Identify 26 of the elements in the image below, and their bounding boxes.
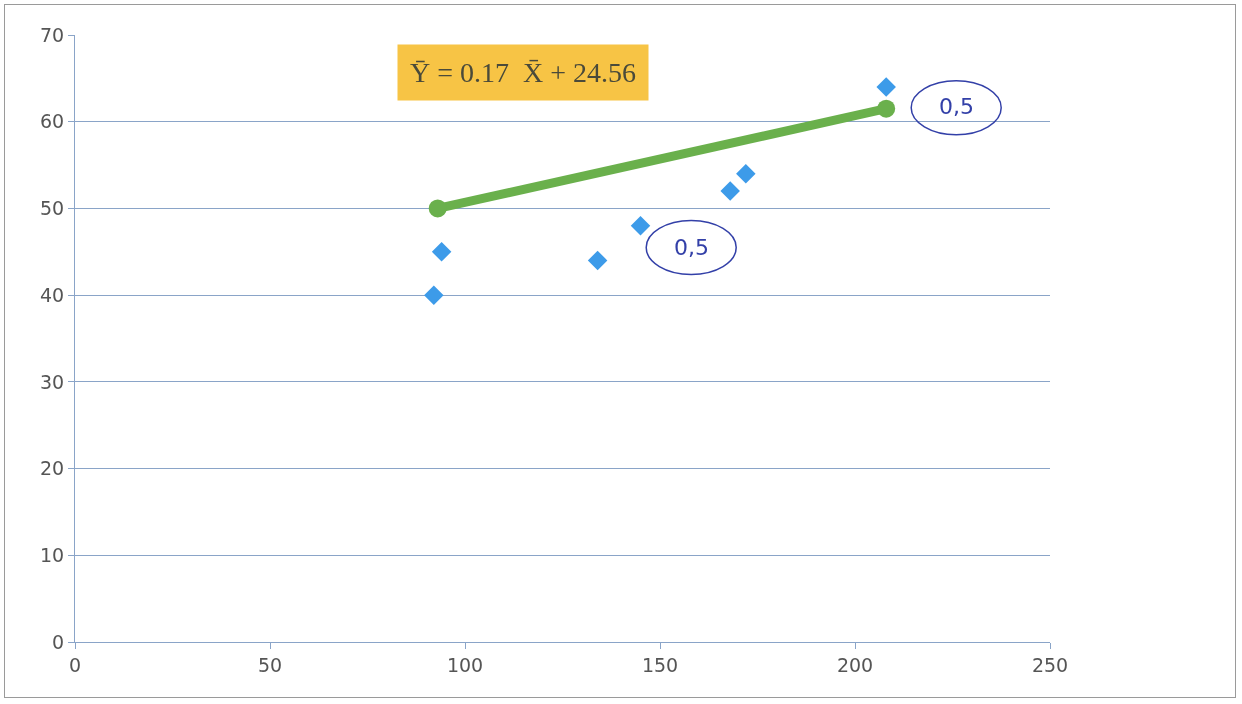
y-tick-label: 10 — [40, 543, 65, 566]
point — [876, 77, 896, 97]
point — [428, 199, 447, 218]
y-tick-label: 20 — [40, 457, 65, 480]
point — [877, 99, 896, 118]
point — [431, 242, 452, 262]
x-tick-label: 0 — [68, 653, 82, 676]
annotation: 0,5 — [674, 235, 709, 260]
x-tick-label: 250 — [1031, 653, 1069, 676]
y-tick-label: 60 — [40, 110, 65, 133]
y-tick-label: 40 — [40, 283, 65, 306]
point — [424, 285, 444, 305]
y-tick-label: 0 — [52, 630, 65, 653]
y-tick-label: 70 — [40, 23, 65, 46]
point — [630, 216, 651, 236]
annotation: 0,5 — [939, 94, 974, 119]
x-tick-label: 100 — [446, 653, 484, 676]
y-tick-label: 30 — [40, 370, 65, 393]
point — [587, 250, 608, 271]
point — [736, 163, 756, 184]
y-tick-label: 50 — [40, 197, 65, 220]
x-tick-label: 50 — [257, 653, 283, 676]
point — [720, 181, 740, 201]
annotation: Ȳ = 0.17 X̄ + 24.56 — [410, 57, 637, 88]
x-tick-label: 150 — [641, 653, 679, 676]
x-tick-label: 200 — [836, 653, 874, 676]
